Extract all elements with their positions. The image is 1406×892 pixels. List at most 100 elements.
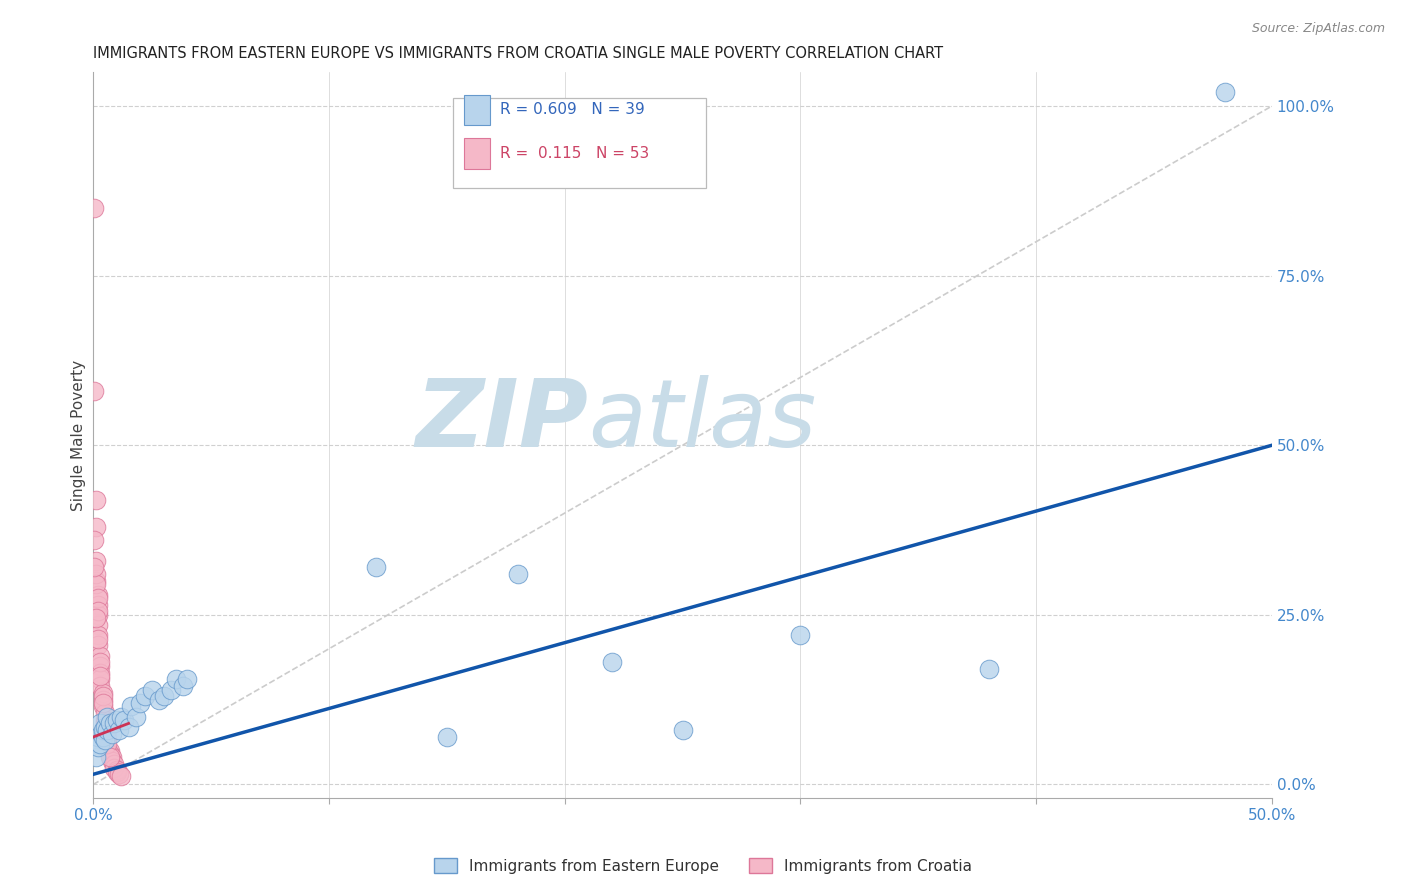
Point	[87, 588, 110, 602]
Point	[83, 533, 105, 548]
Point	[84, 577, 107, 591]
Point	[176, 673, 198, 687]
Point	[96, 733, 118, 747]
Point	[84, 492, 107, 507]
Point	[94, 720, 117, 734]
Point	[96, 740, 118, 755]
Point	[110, 709, 132, 723]
Point	[87, 632, 110, 646]
Point	[91, 692, 114, 706]
Point	[98, 743, 121, 757]
Point	[165, 673, 187, 687]
Point	[124, 709, 146, 723]
Point	[105, 763, 128, 777]
Point	[101, 726, 124, 740]
Point	[96, 730, 118, 744]
Point	[83, 384, 105, 398]
Point	[87, 598, 110, 612]
Point	[87, 628, 110, 642]
Point	[87, 591, 110, 605]
Text: Source: ZipAtlas.com: Source: ZipAtlas.com	[1251, 22, 1385, 36]
Point	[91, 723, 114, 738]
Point	[84, 519, 107, 533]
Point	[129, 696, 152, 710]
Point	[84, 574, 107, 588]
Point	[91, 730, 114, 744]
Point	[83, 560, 105, 574]
Point	[506, 567, 529, 582]
Point	[94, 733, 117, 747]
Point	[83, 201, 105, 215]
Point	[108, 723, 131, 738]
Point	[94, 716, 117, 731]
Text: IMMIGRANTS FROM EASTERN EUROPE VS IMMIGRANTS FROM CROATIA SINGLE MALE POVERTY CO: IMMIGRANTS FROM EASTERN EUROPE VS IMMIGR…	[93, 46, 943, 62]
Point	[94, 726, 117, 740]
Point	[91, 690, 114, 704]
Point	[84, 750, 107, 764]
Point	[89, 716, 111, 731]
Point	[89, 665, 111, 680]
Point	[977, 662, 1000, 676]
Point	[436, 730, 458, 744]
Point	[87, 618, 110, 632]
Text: R =  0.115   N = 53: R = 0.115 N = 53	[501, 146, 650, 161]
Point	[87, 740, 110, 755]
Point	[105, 713, 128, 727]
Point	[89, 679, 111, 693]
Text: atlas: atlas	[588, 375, 817, 466]
Point	[103, 757, 125, 772]
Legend: Immigrants from Eastern Europe, Immigrants from Croatia: Immigrants from Eastern Europe, Immigran…	[427, 852, 979, 880]
Point	[98, 716, 121, 731]
Point	[87, 639, 110, 653]
Point	[89, 656, 111, 670]
Point	[101, 750, 124, 764]
Point	[148, 692, 170, 706]
Point	[89, 648, 111, 663]
Point	[89, 737, 111, 751]
Point	[98, 750, 121, 764]
Point	[108, 767, 131, 781]
Point	[600, 656, 623, 670]
Point	[105, 765, 128, 780]
Point	[172, 679, 194, 693]
Point	[89, 669, 111, 683]
Point	[110, 769, 132, 783]
Point	[84, 611, 107, 625]
Point	[84, 553, 107, 567]
Point	[91, 696, 114, 710]
FancyBboxPatch shape	[453, 97, 706, 188]
Point	[91, 699, 114, 714]
Point	[87, 607, 110, 622]
Point	[89, 658, 111, 673]
Point	[94, 706, 117, 721]
Point	[96, 723, 118, 738]
Point	[87, 730, 110, 744]
Point	[91, 686, 114, 700]
Point	[103, 760, 125, 774]
Point	[96, 737, 118, 751]
Point	[117, 720, 139, 734]
Point	[89, 673, 111, 687]
Point	[98, 747, 121, 761]
Y-axis label: Single Male Poverty: Single Male Poverty	[72, 359, 86, 510]
Point	[94, 720, 117, 734]
Point	[160, 682, 183, 697]
Text: R = 0.609   N = 39: R = 0.609 N = 39	[501, 103, 644, 118]
Point	[96, 709, 118, 723]
Point	[87, 605, 110, 619]
Point	[103, 716, 125, 731]
Bar	[464, 138, 491, 169]
Point	[84, 737, 107, 751]
Point	[94, 723, 117, 738]
Point	[153, 690, 176, 704]
Point	[112, 713, 135, 727]
Point	[120, 699, 142, 714]
Point	[134, 690, 156, 704]
Text: ZIP: ZIP	[415, 375, 588, 467]
Bar	[464, 95, 491, 125]
Point	[671, 723, 693, 738]
Point	[141, 682, 163, 697]
Point	[101, 754, 124, 768]
Point	[364, 560, 387, 574]
Point	[1213, 86, 1236, 100]
